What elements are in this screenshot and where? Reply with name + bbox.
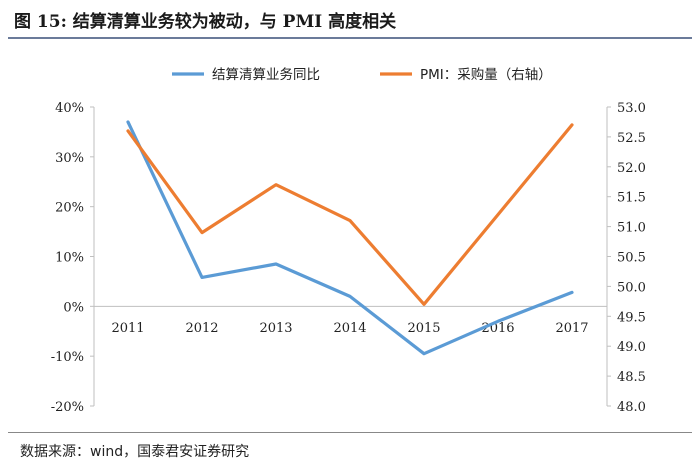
right-tick-label: 52.0 bbox=[617, 161, 646, 176]
chart-axes bbox=[93, 107, 608, 406]
right-tick-label: 50.5 bbox=[617, 251, 646, 266]
x-tick-label: 2016 bbox=[481, 321, 514, 336]
legend-label-1: 结算清算业务同比 bbox=[212, 67, 320, 83]
left-tick-label: 0% bbox=[63, 300, 84, 315]
right-tick-label: 51.5 bbox=[617, 191, 646, 206]
title-divider bbox=[8, 37, 692, 39]
x-tick-label: 2013 bbox=[259, 321, 292, 336]
x-tick-label: 2011 bbox=[111, 321, 144, 336]
right-tick-label: 48.5 bbox=[617, 370, 646, 385]
right-tick-label: 52.5 bbox=[617, 131, 646, 146]
line-chart: -20% -10% 0% 10% 20% 30% 40% 48.0 48.5 49.0 49.5 5… bbox=[51, 67, 646, 415]
series-line-1 bbox=[126, 120, 574, 356]
x-tick-label: 2012 bbox=[185, 321, 218, 336]
left-axis-ticks: -20% -10% 0% 10% 20% 30% 40% bbox=[51, 101, 94, 415]
source-note: 数据来源：wind，国泰君安证券研究 bbox=[20, 444, 250, 460]
left-tick-label: 10% bbox=[55, 251, 84, 266]
left-tick-label: 40% bbox=[55, 101, 84, 116]
right-tick-label: 49.5 bbox=[617, 310, 646, 325]
left-tick-label: -10% bbox=[51, 350, 84, 365]
series-lines bbox=[126, 120, 574, 356]
left-tick-label: -20% bbox=[51, 400, 84, 415]
right-tick-label: 48.0 bbox=[617, 400, 646, 415]
right-axis-ticks: 48.0 48.5 49.0 49.5 50.0 50.5 51.0 51.5 52.0 52.5… bbox=[607, 101, 646, 415]
legend-label-2: PMI：采购量（右轴） bbox=[420, 67, 552, 83]
right-tick-label: 51.0 bbox=[617, 221, 646, 236]
x-axis-ticks: 2011 2012 2013 2014 2015 2016 2017 bbox=[111, 321, 588, 336]
x-tick-label: 2015 bbox=[407, 321, 440, 336]
left-tick-label: 30% bbox=[55, 151, 84, 166]
title-bar: 图 15: 结算清算业务较为被动，与 PMI 高度相关 bbox=[0, 0, 700, 39]
right-tick-label: 53.0 bbox=[617, 101, 646, 116]
chart-title: 图 15: 结算清算业务较为被动，与 PMI 高度相关 bbox=[14, 12, 397, 32]
right-tick-label: 49.0 bbox=[617, 340, 646, 355]
chart-legend: 结算清算业务同比 PMI：采购量（右轴） bbox=[172, 67, 552, 83]
left-tick-label: 20% bbox=[55, 201, 84, 216]
x-tick-label: 2014 bbox=[333, 321, 366, 336]
x-tick-label: 2017 bbox=[555, 321, 588, 336]
footer-divider bbox=[8, 432, 692, 433]
right-tick-label: 50.0 bbox=[617, 280, 646, 295]
series-line-2 bbox=[126, 123, 574, 306]
